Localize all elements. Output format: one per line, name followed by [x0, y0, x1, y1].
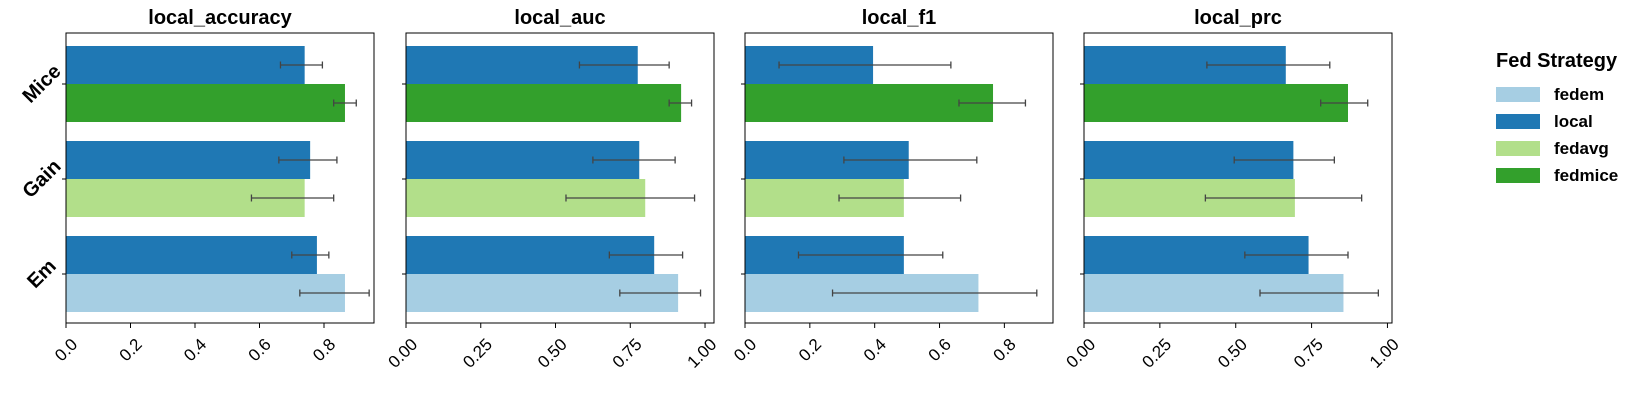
legend-swatch	[1496, 114, 1540, 129]
y-tick-label: Em	[23, 255, 61, 293]
x-tick-label: 0.4	[860, 335, 890, 365]
legend-title: Fed Strategy	[1496, 50, 1618, 72]
legend-label: fedmice	[1554, 165, 1619, 185]
axes-frame	[405, 32, 715, 324]
bar-mice-fedmice	[66, 84, 345, 122]
bar-mice-fedmice	[406, 84, 682, 122]
panel-local-f1: local_f1 0.0 0.2 0.4 0.6 0.8	[730, 7, 1054, 365]
panel-title: local_auc	[514, 7, 605, 29]
panel-local-prc: local_prc 0.00 0.25 0.50 0.75 1.00	[1062, 7, 1402, 372]
legend-label: fedem	[1554, 84, 1605, 104]
x-tick-label: 0.75	[609, 335, 646, 372]
bar-em-local	[66, 236, 317, 274]
x-tick-label: 1.00	[684, 335, 721, 372]
x-tick-label: 0.6	[245, 335, 275, 365]
x-tick-label: 0.00	[1062, 335, 1099, 372]
legend-swatch	[1496, 141, 1540, 156]
legend-label: local	[1554, 111, 1593, 131]
x-tick-label: 0.50	[534, 335, 571, 372]
legend-swatch	[1496, 168, 1540, 183]
x-tick-label: 0.75	[1290, 335, 1327, 372]
bar-mice-fedmice	[745, 84, 994, 122]
x-tick-label: 0.6	[925, 335, 955, 365]
panel-local-accuracy: local_accuracy Mice Gain Em 0.0 0.2 0.4 0.6 0.8	[18, 7, 375, 365]
x-tick-label: 0.00	[384, 335, 421, 372]
bar-gain-local	[66, 141, 311, 179]
x-tick-label: 0.25	[459, 335, 496, 372]
legend-item-fedmice: fedmice	[1496, 162, 1646, 189]
y-tick-label: Mice	[18, 60, 65, 107]
bar-mice-fedmice	[1084, 84, 1348, 122]
axes-frame	[65, 32, 375, 324]
x-tick-label: 0.4	[180, 335, 210, 365]
legend-label: fedavg	[1554, 138, 1609, 158]
x-tick-label: 0.2	[795, 335, 825, 365]
bar-em-fedem	[66, 274, 345, 312]
legend-item-fedem: fedem	[1496, 81, 1646, 108]
bar-mice-local	[66, 46, 305, 84]
x-tick-label: 0.2	[116, 335, 146, 365]
legend-swatch	[1496, 87, 1540, 102]
legend-item-local: local	[1496, 108, 1646, 135]
legend-item-fedavg: fedavg	[1496, 135, 1646, 162]
legend: Fed Strategy fedem local fedavg fedmice	[1496, 50, 1646, 189]
x-tick-label: 0.50	[1214, 335, 1251, 372]
x-tick-label: 0.0	[51, 335, 81, 365]
panel-local-auc: local_auc 0.00 0.25 0.50 0.75 1.00	[384, 7, 720, 372]
axes-frame	[1083, 32, 1393, 324]
x-tick-label: 0.0	[730, 335, 760, 365]
x-tick-label: 0.8	[990, 335, 1020, 365]
panel-title: local_f1	[862, 7, 936, 29]
axes-frame	[744, 32, 1054, 324]
x-tick-label: 0.8	[309, 335, 339, 365]
x-tick-label: 0.25	[1138, 335, 1175, 372]
panel-title: local_accuracy	[148, 7, 292, 29]
x-tick-label: 1.00	[1366, 335, 1403, 372]
panel-title: local_prc	[1194, 7, 1282, 29]
y-tick-label: Gain	[19, 156, 66, 203]
